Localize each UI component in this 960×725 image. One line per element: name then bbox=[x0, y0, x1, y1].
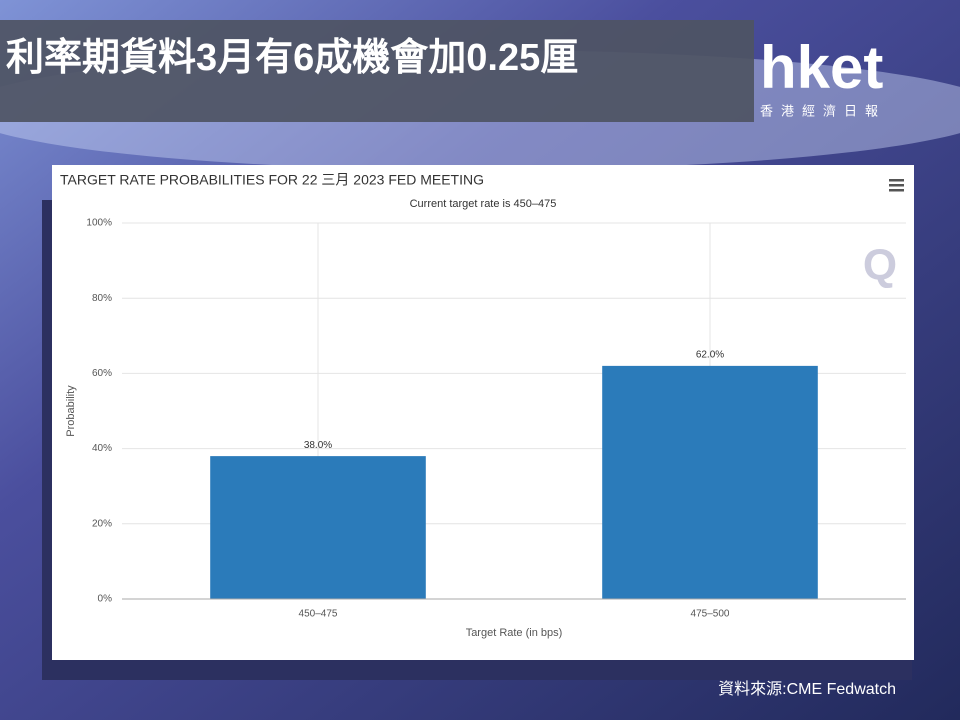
y-tick-label: 0% bbox=[98, 594, 113, 605]
logo-subtitle: 香港經濟日報 bbox=[760, 103, 886, 118]
bar bbox=[210, 456, 426, 599]
headline-box bbox=[0, 20, 754, 122]
data-label: 62.0% bbox=[696, 350, 724, 361]
source: 資料來源:CME Fedwatch bbox=[718, 680, 896, 698]
x-tick-label: 450–475 bbox=[299, 609, 338, 620]
y-tick-label: 80% bbox=[92, 293, 112, 304]
bar bbox=[602, 365, 818, 599]
chart-subtitle: Current target rate is 450–475 bbox=[410, 198, 557, 210]
y-tick-label: 100% bbox=[86, 218, 112, 229]
x-tick-label: 475–500 bbox=[691, 609, 730, 620]
y-tick-label: 60% bbox=[92, 368, 112, 379]
x-axis-label: Target Rate (in bps) bbox=[466, 627, 563, 639]
chart-title: TARGET RATE PROBABILITIES FOR 22 三月 2023… bbox=[60, 172, 484, 188]
data-label: 38.0% bbox=[304, 440, 332, 451]
y-tick-label: 40% bbox=[92, 443, 112, 454]
watermark: Q bbox=[863, 241, 897, 290]
logo: hket bbox=[760, 34, 883, 101]
menu-icon[interactable] bbox=[889, 179, 904, 192]
y-tick-label: 20% bbox=[92, 518, 112, 529]
headline: 利率期貨料3月有6成機會加0.25厘 bbox=[6, 37, 578, 79]
y-axis-label: Probability bbox=[65, 385, 77, 437]
